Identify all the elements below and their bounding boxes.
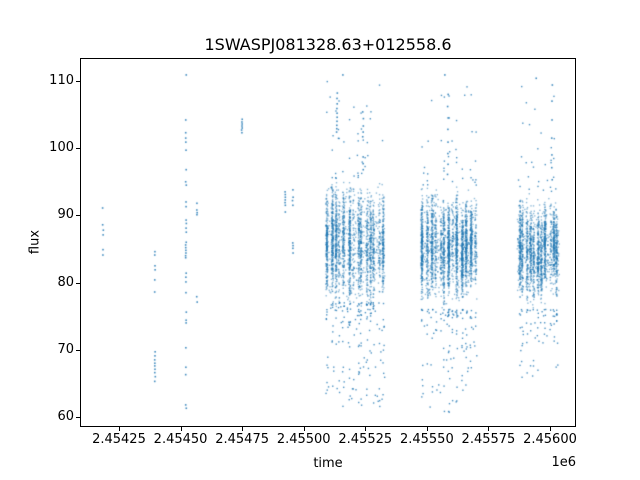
- y-tick-mark: [76, 148, 80, 150]
- x-tick-label-245500: 2.45500: [276, 432, 331, 447]
- y-tick-label-90: 90: [57, 207, 74, 223]
- x-tick-label-245525: 2.45525: [338, 432, 393, 447]
- x-tick-label-245425: 2.45425: [92, 432, 146, 447]
- x-tick-mark: [488, 427, 490, 431]
- y-tick-mark: [76, 416, 80, 418]
- x-tick-mark: [365, 427, 367, 431]
- x-tick-label-245575: 2.45575: [461, 432, 516, 447]
- x-tick-mark: [303, 427, 305, 431]
- y-tick-label-70: 70: [57, 341, 74, 357]
- y-tick-label-60: 60: [57, 408, 74, 424]
- y-tick-mark: [76, 282, 80, 284]
- x-tick-mark: [118, 427, 120, 431]
- x-axis-offset-label: 1e6: [551, 455, 576, 470]
- x-tick-label-245475: 2.45475: [215, 432, 269, 447]
- y-tick-mark: [76, 215, 80, 217]
- y-tick-label-110: 110: [49, 72, 74, 88]
- y-tick-label-80: 80: [57, 274, 74, 290]
- x-axis-label: time: [313, 456, 343, 471]
- scatter-points-canvas: [80, 58, 576, 427]
- x-tick-label-245550: 2.45550: [399, 432, 454, 447]
- chart-title: 1SWASPJ081328.63+012558.6: [204, 35, 452, 54]
- y-tick-mark: [76, 349, 80, 351]
- y-axis-label: flux: [27, 229, 43, 255]
- x-tick-mark: [550, 427, 551, 431]
- y-tick-label-100: 100: [49, 140, 74, 156]
- x-tick-mark: [426, 427, 428, 431]
- y-tick-mark: [76, 80, 80, 82]
- x-tick-mark: [242, 427, 244, 431]
- x-tick-mark: [180, 427, 182, 431]
- x-tick-label-245600: 2.45600: [523, 432, 577, 447]
- x-tick-label-245450: 2.45450: [153, 432, 208, 447]
